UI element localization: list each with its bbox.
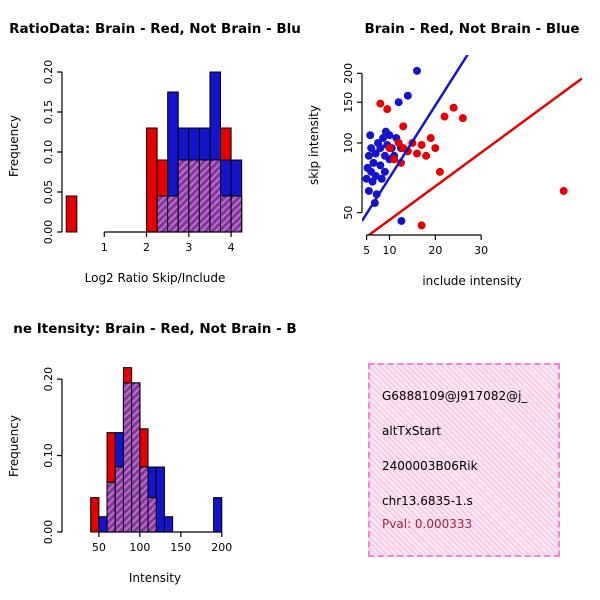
gene-info-panel: G6888109@J917082@j_ altTxStart 2400003B0… bbox=[300, 300, 600, 600]
svg-text:ne Itensity: Brain - Red, Not: ne Itensity: Brain - Red, Not Brain - B bbox=[13, 321, 296, 337]
pvalue-text: Pval: 0.000333 bbox=[382, 517, 473, 531]
svg-text:0.05: 0.05 bbox=[42, 180, 55, 205]
svg-text:150: 150 bbox=[170, 541, 191, 554]
svg-text:0.20: 0.20 bbox=[42, 367, 55, 392]
svg-text:2: 2 bbox=[143, 241, 150, 254]
svg-text:100: 100 bbox=[342, 132, 355, 153]
ratio-histogram-chart: 1 2 3 4 0.00 0.05 0.10 0.15 0.20 RatioData: Brain… bbox=[7, 21, 300, 285]
svg-text:50: 50 bbox=[342, 206, 355, 220]
svg-text:1: 1 bbox=[101, 241, 108, 254]
svg-text:Brain - Red, Not Brain - Blue: Brain - Red, Not Brain - Blue bbox=[364, 21, 579, 37]
intensity-scatter-panel: 5 10 20 30 50 100 150 200 Brain - Red, Not Brain… bbox=[300, 0, 600, 300]
gene-symbol-text: 2400003B06Rik bbox=[382, 459, 478, 473]
gene-intensity-histogram-panel: 50 100 150 200 0.00 0.10 0.20 ne Itensity: Brai… bbox=[0, 300, 300, 600]
svg-text:30: 30 bbox=[474, 244, 488, 257]
svg-text:0.10: 0.10 bbox=[42, 140, 55, 165]
svg-text:0.20: 0.20 bbox=[42, 60, 55, 85]
svg-text:skip intensity: skip intensity bbox=[307, 105, 321, 185]
svg-text:Frequency: Frequency bbox=[7, 115, 21, 177]
svg-text:200: 200 bbox=[211, 541, 232, 554]
svg-text:0.00: 0.00 bbox=[42, 220, 55, 245]
chromosome-location-text: chr13.6835-1.s bbox=[382, 494, 473, 508]
svg-text:50: 50 bbox=[92, 541, 106, 554]
svg-text:include intensity: include intensity bbox=[422, 274, 521, 288]
svg-text:10: 10 bbox=[383, 244, 397, 257]
svg-text:Frequency: Frequency bbox=[7, 415, 21, 477]
svg-text:0.15: 0.15 bbox=[42, 100, 55, 125]
probe-id-text: G6888109@J917082@j_ bbox=[382, 389, 528, 403]
ratio-histogram-panel: 1 2 3 4 0.00 0.05 0.10 0.15 0.20 RatioData: Brain… bbox=[0, 0, 300, 300]
event-type-text: altTxStart bbox=[382, 424, 442, 438]
svg-text:4: 4 bbox=[228, 241, 235, 254]
svg-text:0.00: 0.00 bbox=[42, 520, 55, 545]
gene-info-box: G6888109@J917082@j_ altTxStart 2400003B0… bbox=[368, 363, 560, 557]
svg-text:0.10: 0.10 bbox=[42, 443, 55, 468]
svg-text:RatioData: Brain - Red, Not Br: RatioData: Brain - Red, Not Brain - Blu bbox=[9, 21, 300, 37]
svg-text:Intensity: Intensity bbox=[129, 571, 181, 585]
svg-text:100: 100 bbox=[129, 541, 150, 554]
gene-intensity-histogram-chart: 50 100 150 200 0.00 0.10 0.20 ne Itensity: Brai… bbox=[7, 321, 297, 585]
svg-text:200: 200 bbox=[342, 63, 355, 84]
svg-text:Log2 Ratio Skip/Include: Log2 Ratio Skip/Include bbox=[85, 271, 226, 285]
svg-text:20: 20 bbox=[428, 244, 442, 257]
svg-text:3: 3 bbox=[185, 241, 192, 254]
svg-text:5: 5 bbox=[363, 244, 370, 257]
intensity-scatter-chart: 5 10 20 30 50 100 150 200 Brain - Red, Not Brain… bbox=[307, 21, 582, 288]
svg-text:150: 150 bbox=[342, 92, 355, 113]
